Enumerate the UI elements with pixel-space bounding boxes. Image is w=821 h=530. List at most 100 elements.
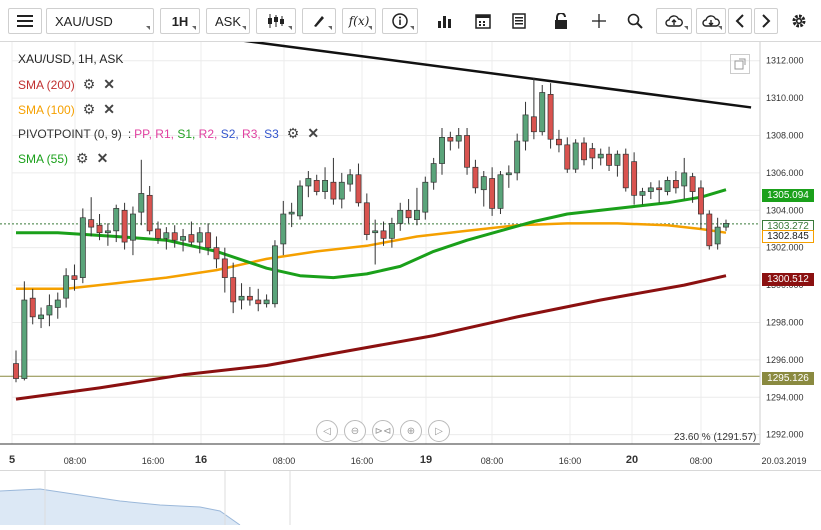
indicators-button[interactable]: f(x) bbox=[342, 8, 376, 34]
zoom-in-button[interactable]: ⊕ bbox=[400, 420, 422, 442]
zoom-button[interactable] bbox=[620, 8, 650, 34]
candle bbox=[255, 288, 262, 312]
candle bbox=[146, 185, 153, 235]
candle-body bbox=[430, 163, 437, 183]
candle bbox=[572, 139, 579, 173]
timeframe-selector[interactable]: 1H bbox=[160, 8, 200, 34]
candle-body bbox=[606, 153, 612, 166]
candle bbox=[79, 208, 86, 284]
pivot-item-r1: R1, bbox=[155, 126, 178, 141]
pan-left-button[interactable]: ◁ bbox=[316, 420, 338, 442]
candle-body bbox=[472, 166, 479, 189]
candle bbox=[96, 214, 103, 241]
expand-chart-button[interactable] bbox=[730, 54, 750, 74]
sma55-label[interactable]: SMA (55) bbox=[18, 151, 69, 166]
candle-body bbox=[698, 187, 704, 215]
candle-body bbox=[104, 230, 111, 234]
close-icon[interactable]: ✕ bbox=[103, 101, 115, 117]
pivot-separator: : bbox=[127, 126, 132, 141]
candle-body bbox=[489, 178, 496, 209]
calendar-button[interactable] bbox=[468, 8, 498, 34]
close-icon[interactable]: ✕ bbox=[96, 150, 109, 166]
candle bbox=[589, 142, 596, 170]
legend-sma200: SMA (200) ⚙ ✕ bbox=[18, 76, 115, 93]
chart-type-button[interactable] bbox=[256, 8, 296, 34]
overview-navigator[interactable] bbox=[0, 470, 821, 526]
candle-body bbox=[589, 148, 596, 159]
candle-body bbox=[54, 299, 61, 308]
pivot-item-s1: S1, bbox=[177, 126, 199, 141]
candle-body bbox=[380, 230, 387, 239]
candle-body bbox=[230, 277, 237, 303]
candle bbox=[689, 172, 696, 203]
candle-body bbox=[656, 187, 663, 191]
candle-body bbox=[38, 314, 44, 320]
candle-body bbox=[480, 176, 487, 191]
scroll-right-button[interactable] bbox=[754, 8, 778, 34]
candle-body bbox=[88, 219, 95, 228]
candle-body bbox=[155, 228, 161, 239]
candle bbox=[130, 206, 136, 256]
x-tick-label: 08:00 bbox=[63, 456, 87, 466]
lock-button[interactable] bbox=[546, 8, 576, 34]
candle bbox=[38, 307, 44, 329]
sma100-price-label: 1302.845 bbox=[762, 230, 814, 243]
sma200-label[interactable]: SMA (200) bbox=[18, 77, 75, 92]
chart-area[interactable]: 1292.0001294.0001296.0001298.0001300.000… bbox=[0, 42, 821, 454]
draw-tool-button[interactable] bbox=[302, 8, 336, 34]
menu-button[interactable] bbox=[8, 8, 42, 34]
upload-button[interactable] bbox=[656, 8, 692, 34]
candle-body bbox=[522, 114, 529, 142]
candle-body bbox=[614, 153, 621, 166]
candle bbox=[464, 128, 470, 175]
gear-icon[interactable]: ⚙ bbox=[82, 76, 96, 92]
candle bbox=[29, 288, 36, 325]
document-button[interactable] bbox=[504, 8, 534, 34]
pivot-label[interactable]: PIVOTPOINT (0, 9) bbox=[18, 126, 122, 141]
chart-navigation: ◁ ⊖ ⊳⊲ ⊕ ▷ bbox=[316, 420, 450, 444]
candle bbox=[547, 83, 554, 149]
symbol-selector[interactable]: XAU/USD bbox=[46, 8, 154, 34]
candle-body bbox=[706, 213, 713, 247]
candle-body bbox=[180, 236, 186, 241]
current-price-label: 1303.272 bbox=[762, 220, 814, 233]
crosshair-button[interactable] bbox=[584, 8, 614, 34]
zoom-out-button[interactable]: ⊖ bbox=[344, 420, 366, 442]
info-button[interactable] bbox=[382, 8, 418, 34]
candle-body bbox=[113, 208, 120, 232]
pan-right-button[interactable]: ▷ bbox=[428, 420, 450, 442]
price-chart[interactable]: 1292.0001294.0001296.0001298.0001300.000… bbox=[0, 42, 821, 454]
scroll-left-button[interactable] bbox=[728, 8, 752, 34]
candle bbox=[447, 131, 454, 151]
candle-body bbox=[564, 144, 571, 170]
candle-body bbox=[21, 299, 28, 379]
x-axis: 5 08:00 16:00 16 08:00 16:00 19 08:00 16:00 20 08:… bbox=[0, 454, 821, 470]
sma100-label[interactable]: SMA (100) bbox=[18, 102, 75, 117]
close-icon[interactable]: ✕ bbox=[103, 76, 115, 92]
overview-chart[interactable] bbox=[0, 471, 821, 526]
gear-icon[interactable]: ⚙ bbox=[76, 150, 89, 166]
reset-button[interactable]: ⊳⊲ bbox=[372, 420, 394, 442]
bar-chart-button[interactable] bbox=[430, 8, 460, 34]
candle-body bbox=[464, 135, 470, 168]
candle-body bbox=[547, 94, 554, 140]
download-cloud-icon bbox=[702, 15, 720, 27]
x-tick-label: 19 bbox=[419, 454, 433, 466]
gear-icon[interactable]: ⚙ bbox=[286, 125, 300, 141]
price-type-selector[interactable]: ASK bbox=[206, 8, 250, 34]
candle bbox=[54, 292, 61, 319]
candle-body bbox=[338, 181, 345, 200]
candle bbox=[455, 128, 462, 149]
candle-body bbox=[272, 245, 278, 305]
gear-icon[interactable]: ⚙ bbox=[82, 101, 96, 117]
candle bbox=[88, 197, 95, 237]
candle-body bbox=[530, 116, 537, 133]
candle-body bbox=[497, 174, 504, 209]
upload-cloud-icon bbox=[665, 15, 683, 27]
candle bbox=[681, 157, 688, 200]
close-icon[interactable]: ✕ bbox=[307, 125, 320, 141]
support-price-label: 1295.126 bbox=[762, 372, 814, 385]
settings-button[interactable] bbox=[786, 8, 812, 34]
download-button[interactable] bbox=[696, 8, 726, 34]
candle bbox=[556, 129, 562, 153]
